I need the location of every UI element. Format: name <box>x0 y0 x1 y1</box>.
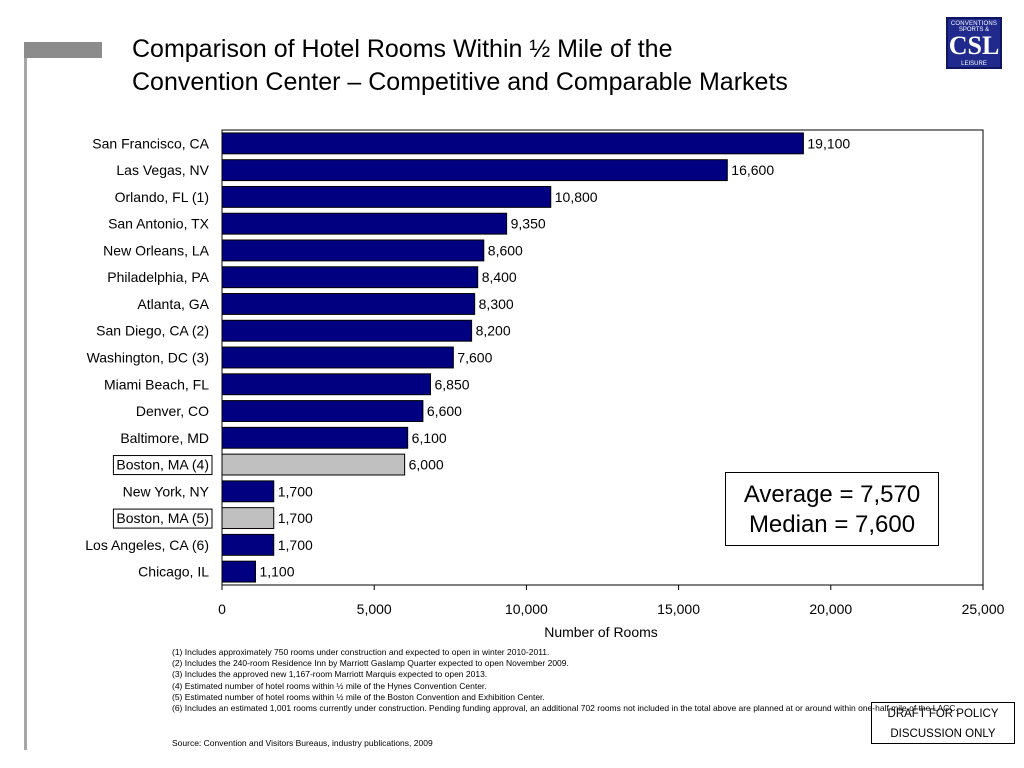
logo-text-leisure: LEISURE <box>961 61 987 67</box>
category-label-highlight-box <box>112 455 213 476</box>
data-label: 16,600 <box>731 162 774 178</box>
median-stat: Median = 7,600 <box>748 511 916 538</box>
data-label: 1,700 <box>278 483 313 499</box>
data-label: 6,850 <box>435 376 470 392</box>
data-label: 8,300 <box>479 296 514 312</box>
page-title-line-1: Comparison of Hotel Rooms Within ½ Mile … <box>132 35 673 63</box>
bar <box>221 373 432 396</box>
logo-text-sports: SPORTS & <box>958 27 990 33</box>
bars-layer: 19,100 San Francisco, CA 16,600 Las Vegas, … <box>85 132 850 583</box>
data-label: 6,600 <box>427 403 462 419</box>
data-label: 10,800 <box>555 189 598 205</box>
page-title: Comparison of Hotel Rooms Within ½ Mile … <box>132 33 892 99</box>
category-label: New York, NY <box>123 483 210 499</box>
bar <box>221 159 728 182</box>
bar <box>221 507 275 530</box>
category-label: San Diego, CA (2) <box>96 323 209 339</box>
category-label: Washington, DC (3) <box>87 350 209 366</box>
bar <box>221 185 552 208</box>
category-label: Miami Beach, FL <box>104 376 209 392</box>
category-label: San Antonio, TX <box>108 216 210 232</box>
category-label: Orlando, FL (1) <box>115 189 209 205</box>
bar <box>221 346 454 369</box>
logo-text-conventions: CONVENTIONS <box>950 21 998 27</box>
x-tick-label: 10,000 <box>505 601 548 617</box>
category-label: Los Angeles, CA (6) <box>85 537 209 553</box>
data-label: 8,600 <box>488 242 523 258</box>
bar <box>221 319 473 342</box>
x-tick-label: 20,000 <box>809 601 852 617</box>
average-stat: Average = 7,570 <box>743 481 921 508</box>
category-label: San Francisco, CA <box>92 135 209 151</box>
summary-stats-box: Average = 7,570 Median = 7,600 <box>725 472 939 546</box>
footnote-3: (3) Includes the approved new 1,167-room… <box>172 669 488 680</box>
bar <box>221 293 476 315</box>
x-axis-title: Number of Rooms <box>544 624 658 640</box>
x-tick-label: 15,000 <box>657 601 700 617</box>
left-vertical-rule <box>24 42 27 750</box>
category-label: Boston, MA (5) <box>116 510 209 526</box>
draft-notice: DRAFT FOR POLICY DISCUSSION ONLY <box>871 702 1015 744</box>
data-label: 1,700 <box>278 537 313 553</box>
csl-logo: CONVENTIONS SPORTS & CSL LEISURE <box>946 17 1002 69</box>
logo-mark: CSL <box>948 31 1000 60</box>
bar <box>221 480 275 503</box>
footnote-4: (4) Estimated number of hotel rooms with… <box>172 680 487 691</box>
footnotes: (1) Includes approximately 750 rooms und… <box>172 647 958 714</box>
x-tick-label: 0 <box>218 601 226 617</box>
page-title-line-2: Convention Center – Competitive and Comp… <box>132 68 788 96</box>
category-label: Denver, CO <box>136 403 209 419</box>
bar <box>221 239 485 262</box>
footnote-1: (1) Includes approximately 750 rooms und… <box>172 647 550 657</box>
data-label: 1,700 <box>278 510 313 526</box>
x-tick-label: 5,000 <box>357 601 392 617</box>
category-label: Las Vegas, NV <box>116 162 209 178</box>
title-accent-bar <box>24 42 102 58</box>
category-label: Baltimore, MD <box>120 430 209 446</box>
data-label: 8,400 <box>482 269 517 285</box>
footnote-5: (5) Estimated number of hotel rooms with… <box>172 691 545 702</box>
draft-notice-line-2: DISCUSSION ONLY <box>890 728 996 740</box>
bar <box>221 212 508 235</box>
category-label-highlight-box <box>112 508 213 529</box>
x-tick-label: 25,000 <box>962 601 1005 617</box>
category-label: Philadelphia, PA <box>107 269 209 285</box>
source-note: Source: Convention and Visitors Bureaus,… <box>172 738 433 748</box>
data-label: 1,100 <box>259 564 294 580</box>
data-label: 8,200 <box>476 323 511 339</box>
data-label: 19,100 <box>807 135 850 151</box>
footnote-2: (2) Includes the 240-room Residence Inn … <box>172 658 569 669</box>
draft-notice-line-1: DRAFT FOR POLICY <box>887 708 999 720</box>
footnote-6: (6) Includes an estimated 1,001 rooms cu… <box>172 703 958 714</box>
bar <box>221 426 409 449</box>
category-label: Boston, MA (4) <box>116 457 209 473</box>
data-label: 6,000 <box>409 457 444 473</box>
bar <box>221 560 256 583</box>
data-label: 7,600 <box>457 350 492 366</box>
bar <box>221 533 275 556</box>
category-label: Chicago, IL <box>138 564 209 580</box>
category-label: New Orleans, LA <box>103 242 209 258</box>
data-label: 9,350 <box>511 216 546 232</box>
bar <box>221 400 424 422</box>
x-axis: 0 5,000 10,000 15,000 20,000 25,000 <box>218 585 1005 617</box>
bar <box>221 266 479 289</box>
category-label: Atlanta, GA <box>137 296 209 312</box>
bar <box>221 132 804 155</box>
data-label: 6,100 <box>412 430 447 446</box>
bar <box>221 453 406 476</box>
